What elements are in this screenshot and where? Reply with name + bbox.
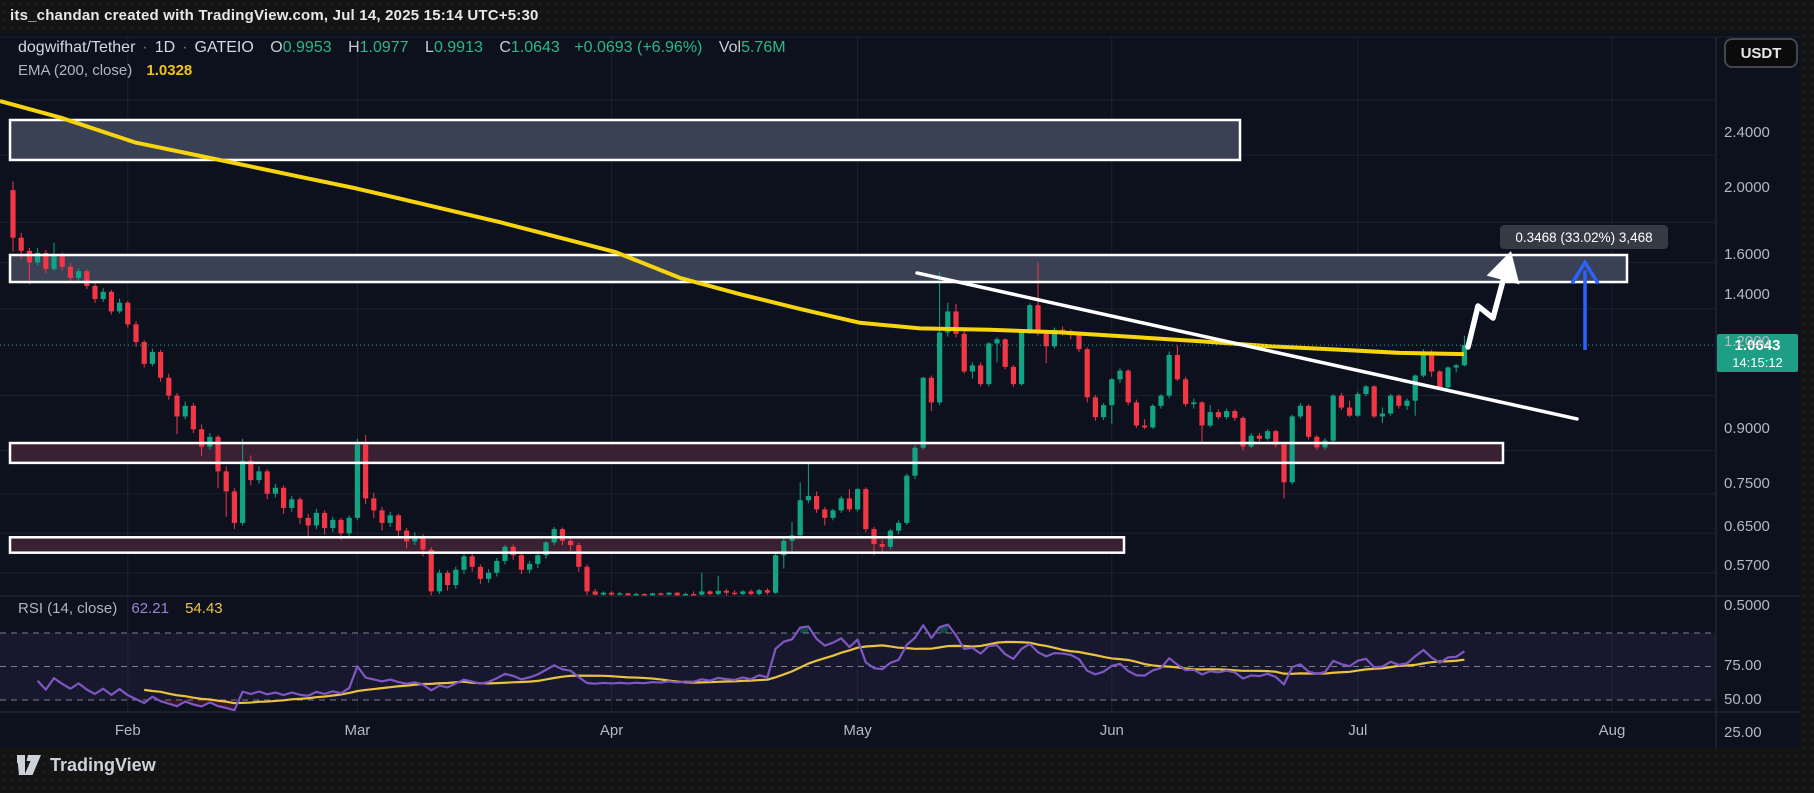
- rsi-label: RSI (14, close): [18, 600, 118, 617]
- resistance-zone-140: [10, 255, 1627, 283]
- ema-200-line[interactable]: [0, 99, 1465, 357]
- volume-key: Vol: [718, 39, 742, 56]
- price-tick-label[interactable]: 0.5700: [1724, 557, 1770, 575]
- open-key: O: [270, 39, 283, 56]
- price-tick-label[interactable]: 1.4000: [1724, 286, 1770, 304]
- high-key: H: [348, 39, 360, 56]
- candlestick-series[interactable]: [10, 181, 1467, 596]
- support-zone-075: [10, 443, 1503, 463]
- rsi-value: 62.21: [131, 600, 169, 617]
- high-value: 1.0977: [359, 39, 409, 56]
- price-tick-label[interactable]: 0.5000: [1724, 596, 1770, 614]
- close-key: C: [499, 39, 511, 56]
- ema-indicator-row[interactable]: EMA (200, close) 1.0328: [18, 62, 192, 79]
- change-value: +0.0693 (+6.96%): [574, 39, 703, 56]
- footer-bar: TradingView: [16, 753, 156, 777]
- currency-toggle-button[interactable]: USDT: [1724, 38, 1798, 68]
- time-axis-month-label[interactable]: Apr: [599, 722, 624, 739]
- exchange-label[interactable]: GATEIO: [194, 39, 254, 56]
- supply-zone-upper: [10, 119, 1240, 160]
- descending-trendline-drawing[interactable]: [915, 271, 1579, 421]
- symbol-title[interactable]: dogwifhat/Tether: [18, 39, 136, 56]
- price-tick-label[interactable]: 1.2000: [1724, 332, 1770, 350]
- current-price-axis-label: 1.0643 14:15:12: [1717, 334, 1798, 372]
- measure-tool-label[interactable]: 0.3468 (33.02%) 3,468: [1500, 225, 1668, 249]
- tradingview-wordmark[interactable]: TradingView: [50, 754, 156, 775]
- interval-label[interactable]: 1D: [154, 39, 176, 56]
- low-key: L: [425, 39, 434, 56]
- blue-arrow-drawing[interactable]: [1570, 259, 1600, 351]
- rsi-tick-label[interactable]: 25.00: [1724, 724, 1762, 741]
- zone-fills[interactable]: [10, 119, 1627, 553]
- price-tick-label[interactable]: 2.0000: [1724, 178, 1770, 196]
- current-price-value: 1.0643: [1734, 336, 1781, 354]
- zone-borders: [8, 118, 1629, 554]
- tradingview-logo-icon[interactable]: [16, 753, 42, 777]
- attribution-bar: its_chandan created with TradingView.com…: [10, 7, 539, 24]
- price-tick-label[interactable]: 0.9000: [1724, 419, 1770, 437]
- symbol-header-row: dogwifhat/Tether · 1D · GATEIO O0.9953 H1.09…: [18, 39, 786, 57]
- support-zone-057: [10, 537, 1124, 553]
- open-value: 0.9953: [282, 39, 332, 56]
- ema-label: EMA (200, close): [18, 62, 133, 79]
- time-axis-month-label[interactable]: May: [843, 722, 872, 739]
- time-axis-month-label[interactable]: Mar: [344, 722, 371, 739]
- low-value: 0.9913: [433, 39, 483, 56]
- bar-countdown-timer: 14:15:12: [1732, 354, 1783, 370]
- rsi-ma-line[interactable]: [144, 640, 1465, 705]
- time-axis-month-label[interactable]: Feb: [114, 722, 141, 739]
- price-tick-label[interactable]: 1.6000: [1724, 246, 1770, 264]
- price-tick-label[interactable]: 0.7500: [1724, 474, 1770, 492]
- separator-dot: ·: [142, 39, 148, 56]
- ema-value: 1.0328: [146, 62, 193, 79]
- rsi-tick-label[interactable]: 50.00: [1724, 690, 1762, 708]
- close-value: 1.0643: [510, 39, 560, 56]
- chart-widget: [0, 33, 1801, 748]
- time-axis-month-label[interactable]: Jul: [1348, 722, 1368, 739]
- rsi-tick-label[interactable]: 75.00: [1724, 657, 1762, 674]
- time-axis-month-label[interactable]: Aug: [1598, 722, 1626, 739]
- separator-dot: ·: [182, 39, 188, 56]
- price-tick-label[interactable]: 0.6500: [1724, 517, 1770, 535]
- time-axis-month-label[interactable]: Jun: [1099, 722, 1124, 739]
- rsi-ma-value: 54.43: [185, 600, 223, 617]
- price-tick-label[interactable]: 2.4000: [1724, 124, 1770, 141]
- zigzag-arrowhead-icon: [1486, 251, 1520, 285]
- rsi-line[interactable]: [36, 623, 1466, 712]
- volume-value: 5.76M: [741, 39, 786, 56]
- rsi-indicator-row[interactable]: RSI (14, close) 62.21 54.43: [18, 600, 223, 617]
- zigzag-arrow-drawing[interactable]: [1465, 274, 1507, 350]
